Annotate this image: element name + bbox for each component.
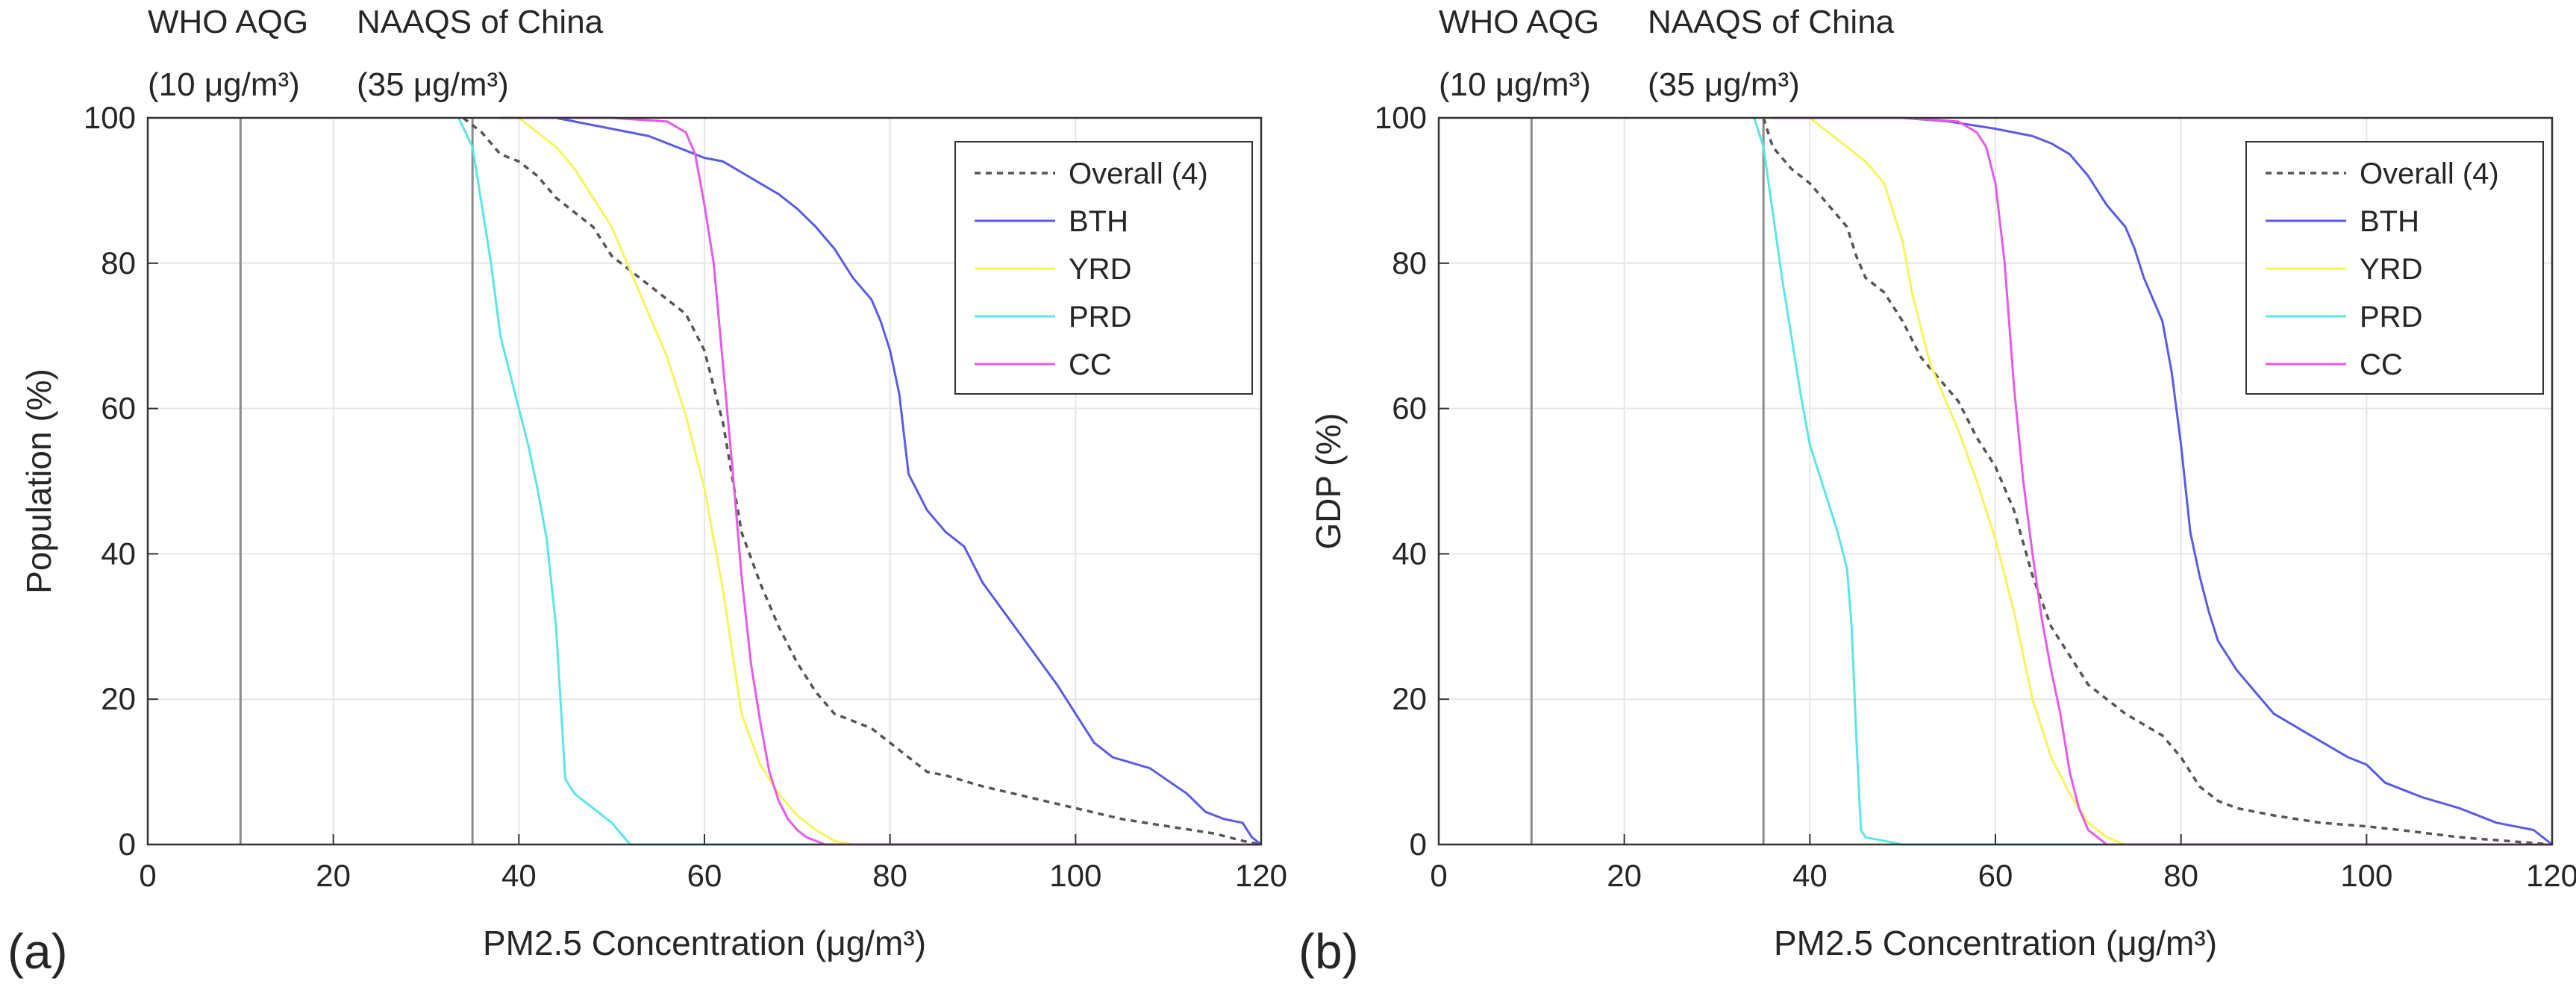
y-tick-label: 60 xyxy=(1392,391,1427,426)
x-tick-label: 60 xyxy=(1978,858,2013,893)
series-line-cc xyxy=(500,116,1261,846)
y-axis-label: Population (%) xyxy=(19,369,58,594)
x-tick-label: 40 xyxy=(1792,858,1828,893)
series-line-overall xyxy=(1762,117,2553,846)
legend-label-yrd: YRD xyxy=(1069,253,1131,286)
legend-label-prd: PRD xyxy=(1069,301,1131,333)
series-line-overall xyxy=(462,116,1262,846)
y-tick-label: 40 xyxy=(1392,536,1427,571)
y-tick-label: 0 xyxy=(119,827,136,862)
threshold-who-value: (10 μg/m³) xyxy=(1439,66,1591,103)
threshold-naaqs-value: (35 μg/m³) xyxy=(357,66,509,103)
x-tick-label: 40 xyxy=(501,858,537,893)
x-tick-label: 100 xyxy=(2340,858,2392,893)
y-tick-label: 100 xyxy=(1375,100,1427,135)
chart-panel-a: 0 20 40 60 80 100 120 0 20 40 60 80 100 PM2.5 Concent… xyxy=(7,4,1287,979)
y-axis-label: GDP (%) xyxy=(1309,413,1348,549)
legend-label-bth: BTH xyxy=(1069,205,1128,238)
y-tick-label: 40 xyxy=(101,536,136,571)
legend-label-overall: Overall (4) xyxy=(2360,157,2499,190)
series-line-bth xyxy=(1810,116,2553,846)
legend-label-bth: BTH xyxy=(2360,205,2419,238)
series-line-prd xyxy=(1753,117,2552,846)
x-tick-label: 0 xyxy=(139,858,156,893)
series-line-cc xyxy=(1772,116,2552,846)
x-axis-label: PM2.5 Concentration (μg/m³) xyxy=(1774,924,2217,962)
x-tick-label: 80 xyxy=(872,858,907,893)
threshold-who-label: WHO AQG xyxy=(148,4,308,40)
threshold-who-label: WHO AQG xyxy=(1439,4,1599,40)
panel-label: (b) xyxy=(1298,924,1359,979)
y-tick-label: 20 xyxy=(101,681,136,716)
x-tick-label: 0 xyxy=(1430,858,1447,893)
series-line-bth xyxy=(555,116,1262,846)
chart-panel-b: 0 20 40 60 80 100 120 0 20 40 60 80 100 PM2.5 Concent… xyxy=(1298,4,2576,979)
legend-label-overall: Overall (4) xyxy=(1069,157,1208,190)
y-tick-label: 20 xyxy=(1392,681,1427,716)
x-tick-label: 120 xyxy=(2526,858,2576,893)
y-tick-label: 100 xyxy=(84,100,136,135)
threshold-naaqs-value: (35 μg/m³) xyxy=(1648,66,1800,103)
threshold-who-value: (10 μg/m³) xyxy=(148,66,300,103)
x-tick-label: 100 xyxy=(1049,858,1101,893)
y-tick-label: 80 xyxy=(1392,245,1427,281)
x-axis-label: PM2.5 Concentration (μg/m³) xyxy=(483,924,926,962)
x-tick-label: 20 xyxy=(316,858,351,893)
legend-label-prd: PRD xyxy=(2360,301,2422,333)
x-tick-label: 60 xyxy=(687,858,722,893)
y-tick-label: 80 xyxy=(101,245,136,281)
threshold-naaqs-label: NAAQS of China xyxy=(1648,4,1895,40)
x-tick-label: 20 xyxy=(1607,858,1642,893)
legend-label-cc: CC xyxy=(1069,348,1112,381)
x-tick-label: 80 xyxy=(2163,858,2198,893)
legend-label-yrd: YRD xyxy=(2360,253,2422,286)
y-tick-label: 0 xyxy=(1410,827,1427,862)
series-line-yrd xyxy=(518,116,1261,846)
x-tick-label: 120 xyxy=(1235,858,1287,893)
legend-label-cc: CC xyxy=(2360,348,2403,381)
threshold-naaqs-label: NAAQS of China xyxy=(357,4,604,40)
series-line-prd xyxy=(457,117,1261,846)
panel-label: (a) xyxy=(7,924,68,979)
y-tick-label: 60 xyxy=(101,391,136,426)
